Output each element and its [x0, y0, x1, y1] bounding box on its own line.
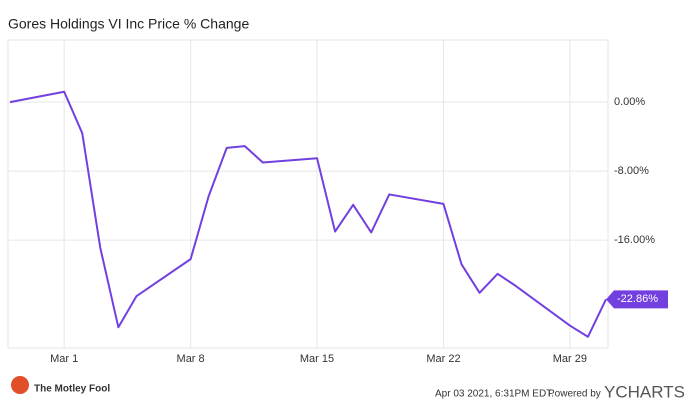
- last-value-box: [606, 290, 668, 309]
- x-tick-label: Mar 15: [300, 353, 334, 365]
- x-tick-label: Mar 8: [177, 353, 205, 365]
- powered-by: Powered by: [548, 389, 601, 400]
- timestamp: Apr 03 2021, 6:31PM EDT.: [435, 389, 554, 400]
- plot-frame: [7, 39, 609, 349]
- y-tick-label: -16.00%: [614, 234, 655, 246]
- y-tick-label: 0.00%: [614, 96, 645, 108]
- x-tick-label: Mar 22: [426, 353, 460, 365]
- price-line: [9, 90, 607, 338]
- provider: YCHARTS: [604, 382, 685, 401]
- last-value-label: -22.86%: [617, 293, 658, 305]
- logo-icon: [11, 376, 29, 394]
- brand: The Motley Fool: [34, 384, 110, 395]
- chart-title: Gores Holdings VI Inc Price % Change: [8, 16, 249, 32]
- x-tick-label: Mar 29: [553, 353, 587, 365]
- y-tick-label: -8.00%: [614, 165, 649, 177]
- x-tick-label: Mar 1: [50, 353, 78, 365]
